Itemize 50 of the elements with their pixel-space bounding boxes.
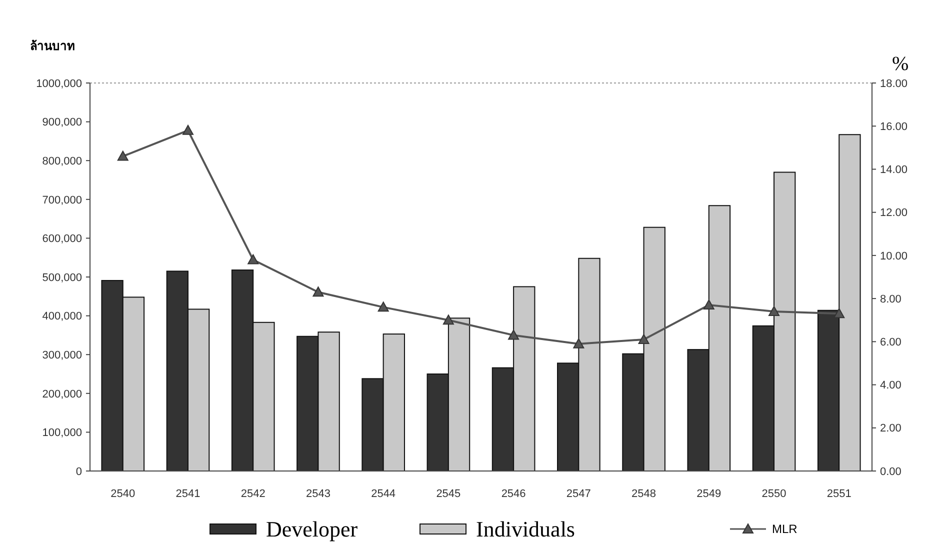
y-tick-label: 400,000	[42, 310, 82, 323]
x-tick-label: 2541	[176, 488, 200, 500]
y2-tick-label: 6.00	[880, 336, 902, 349]
x-tick-label: 2540	[110, 488, 136, 500]
x-tick-label: 2542	[240, 488, 266, 500]
y2-tick-label: 8.00	[880, 293, 902, 306]
x-tick-label: 2544	[371, 488, 396, 500]
y2-axis-title: %	[892, 53, 909, 75]
x-tick-label: 2547	[566, 488, 591, 500]
point	[312, 286, 324, 297]
x-tick-label: 2545	[436, 488, 461, 500]
legend-label: Individuals	[476, 516, 575, 542]
y-tick-label: 600,000	[42, 233, 82, 246]
point	[248, 254, 259, 264]
y-tick-label: 0	[76, 466, 82, 478]
y2-tick-label: 0.00	[880, 466, 902, 478]
y-tick-label: 800,000	[42, 155, 82, 168]
x-tick-label: 2546	[501, 488, 526, 500]
point	[117, 150, 128, 161]
point	[703, 300, 714, 310]
point	[378, 302, 389, 312]
y2-tick-label: 10.00	[880, 250, 908, 262]
y-tick-label: 500,000	[42, 272, 82, 284]
y2-tick-label: 12.00	[880, 207, 908, 220]
y-tick-label: 100,000	[42, 427, 82, 440]
x-tick-label: 2551	[826, 488, 852, 500]
y-tick-label: 200,000	[42, 388, 82, 400]
point	[442, 314, 454, 325]
point	[508, 330, 520, 340]
x-tick-label: 2549	[696, 488, 722, 500]
y-tick-label: 1000,000	[36, 78, 82, 90]
point	[573, 338, 584, 348]
x-tick-label: 2543	[306, 488, 330, 500]
point	[834, 308, 845, 318]
x-tick-label: 2550	[762, 488, 786, 500]
y2-tick-label: 18.00	[880, 78, 908, 90]
y2-tick-label: 16.00	[880, 120, 908, 133]
y2-tick-label: 4.00	[880, 380, 902, 392]
legend-label: MLR	[772, 522, 798, 536]
y-tick-label: 300,000	[42, 349, 82, 362]
y2-tick-label: 14.00	[880, 164, 908, 176]
legend-label: Developer	[266, 516, 358, 542]
y-tick-label: 900,000	[42, 116, 82, 129]
point	[638, 334, 650, 344]
x-tick-label: 2548	[632, 488, 656, 500]
y-axis-title: ล้านบาท	[30, 39, 75, 53]
point	[768, 306, 780, 316]
y2-tick-label: 2.00	[880, 422, 902, 435]
y-tick-label: 700,000	[42, 194, 82, 206]
point	[182, 124, 194, 135]
